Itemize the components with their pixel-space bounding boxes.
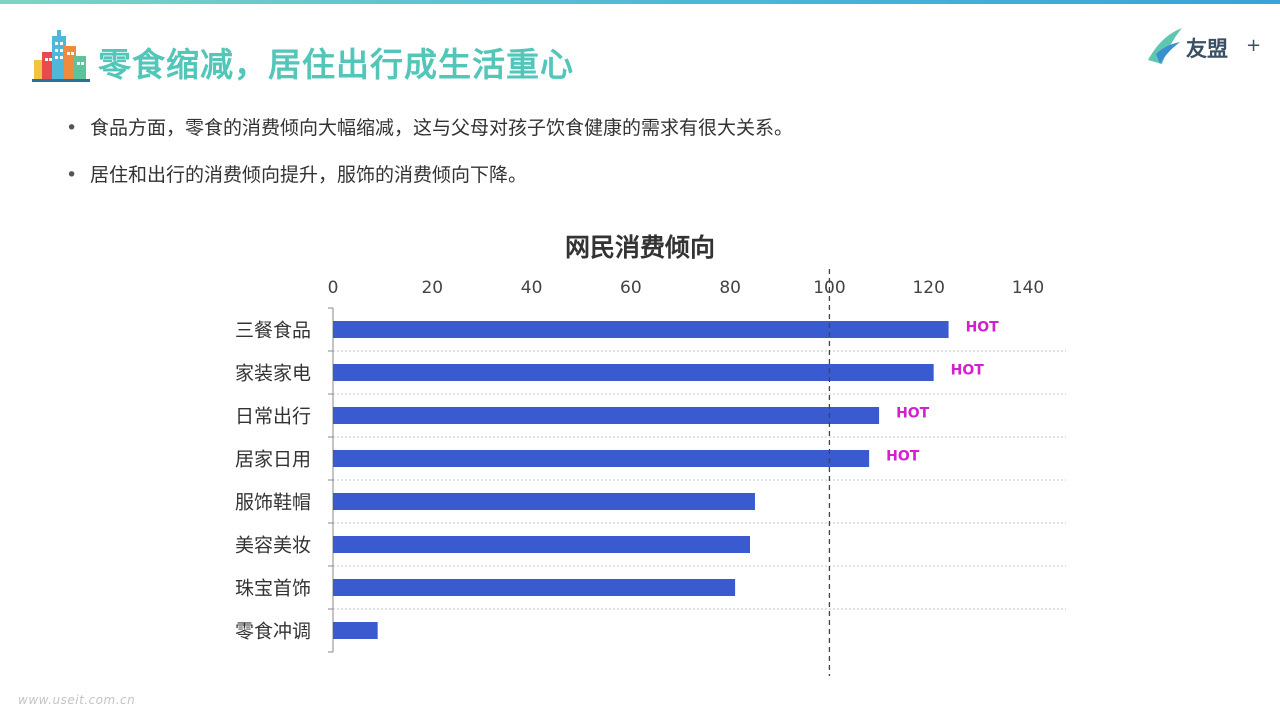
x-tick-label: 40 [521, 278, 543, 298]
hot-label: HOT [951, 363, 985, 379]
bullet-item: 居住和出行的消费倾向提升，服饰的消费倾向下降。 [66, 163, 793, 187]
hot-label: HOT [896, 406, 930, 422]
bar [333, 407, 880, 424]
bar [333, 622, 378, 639]
category-label: 居家日用 [235, 449, 311, 471]
page-title: 零食缩减，居住出行成生活重心 [98, 45, 574, 84]
brand-logo-icon [1148, 28, 1182, 64]
category-label: 美容美妆 [235, 535, 311, 557]
brand-plus: + [1246, 35, 1262, 56]
category-label: 三餐食品 [235, 320, 311, 342]
x-tick-label: 80 [719, 278, 741, 298]
bar [333, 536, 750, 553]
brand-name: 友盟 [1186, 37, 1228, 61]
category-label: 日常出行 [235, 406, 311, 428]
bar [333, 579, 736, 596]
bar [333, 493, 755, 510]
category-label: 服饰鞋帽 [235, 492, 311, 514]
x-tick-label: 20 [421, 278, 443, 298]
watermark: www.useit.com.cn [18, 693, 136, 707]
category-label: 家装家电 [235, 363, 311, 385]
hot-label: HOT [886, 449, 920, 465]
bar [333, 364, 934, 381]
city-buildings-icon [32, 30, 90, 82]
category-label: 珠宝首饰 [235, 578, 311, 600]
x-tick-label: 60 [620, 278, 642, 298]
x-tick-label: 120 [912, 278, 944, 298]
chart-title: 网民消费倾向 [565, 233, 715, 262]
bar [333, 450, 870, 467]
bullet-item: 食品方面，零食的消费倾向大幅缩减，这与父母对孩子饮食健康的需求有很大关系。 [66, 116, 793, 140]
top-accent-stripe [0, 0, 1280, 4]
bullet-list: 食品方面，零食的消费倾向大幅缩减，这与父母对孩子饮食健康的需求有很大关系。 居住… [66, 116, 793, 210]
x-tick-label: 0 [328, 278, 339, 298]
x-tick-label: 140 [1012, 278, 1044, 298]
hot-label: HOT [966, 320, 1000, 336]
bar [333, 321, 949, 338]
category-label: 零食冲调 [235, 621, 311, 643]
